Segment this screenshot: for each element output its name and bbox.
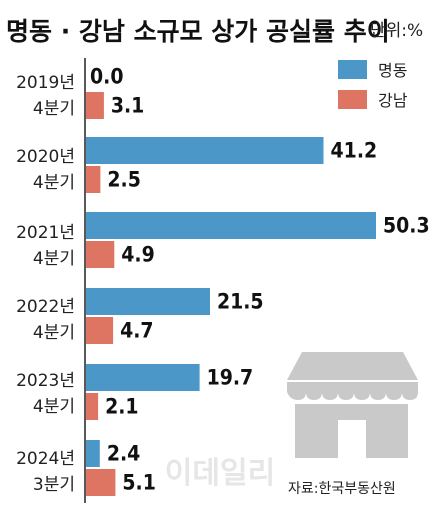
bar-gangnam xyxy=(86,92,104,119)
data-label: 2.5 xyxy=(107,168,140,192)
category-label: 2023년 xyxy=(16,371,75,391)
bar-myeongdong xyxy=(86,440,100,467)
bar-gangnam xyxy=(86,241,115,268)
data-label: 4.7 xyxy=(120,319,153,343)
category-label: 3분기 xyxy=(33,475,75,495)
bar-gangnam xyxy=(86,317,114,344)
category-label: 4분기 xyxy=(33,249,75,269)
bars: 0.0 41.2 50.3 21.5 19.7 2.4 3.1 2.5 4.9 4.7 2.1 5.1 xyxy=(86,65,430,496)
bar-myeongdong xyxy=(86,288,210,315)
legend: 명동 강남 xyxy=(338,60,408,110)
category-label: 4분기 xyxy=(33,397,75,417)
bar-gangnam xyxy=(86,469,116,496)
data-label: 41.2 xyxy=(331,139,378,163)
bar-gangnam xyxy=(86,393,99,420)
bar-myeongdong xyxy=(86,137,324,164)
legend-swatch-myeongdong xyxy=(338,60,367,79)
category-label: 2021년 xyxy=(16,223,75,243)
data-label: 19.7 xyxy=(207,366,254,390)
data-label: 0.0 xyxy=(90,65,123,89)
category-labels: 2019년 4분기 2020년 4분기 2021년 4분기 2022년 4분기 … xyxy=(16,73,75,495)
category-label: 2019년 xyxy=(16,73,75,93)
bar-myeongdong xyxy=(86,364,200,391)
category-label: 4분기 xyxy=(33,323,75,343)
chart-title: 명동 · 강남 소규모 상가 공실률 추이 xyxy=(6,17,390,46)
category-label: 2024년 xyxy=(16,449,75,469)
legend-label-myeongdong: 명동 xyxy=(378,61,407,80)
legend-label-gangnam: 강남 xyxy=(378,91,408,110)
data-label: 3.1 xyxy=(111,94,144,118)
watermark: 이데일리 xyxy=(165,456,275,491)
category-label: 2022년 xyxy=(16,297,75,317)
category-label: 4분기 xyxy=(33,173,75,193)
category-label: 2020년 xyxy=(16,147,75,167)
data-label: 5.1 xyxy=(122,471,155,495)
source-label: 자료:한국부동산원 xyxy=(288,481,396,497)
data-label: 50.3 xyxy=(383,214,430,238)
category-label: 4분기 xyxy=(33,99,75,119)
bar-myeongdong xyxy=(86,212,376,239)
data-label: 2.1 xyxy=(105,395,138,419)
data-label: 2.4 xyxy=(107,442,140,466)
unit-label: 단위:% xyxy=(370,21,423,41)
bar-gangnam xyxy=(86,166,101,193)
storefront-door xyxy=(338,420,366,458)
legend-swatch-gangnam xyxy=(338,90,367,109)
data-label: 4.9 xyxy=(121,243,154,267)
data-label: 21.5 xyxy=(217,290,264,314)
